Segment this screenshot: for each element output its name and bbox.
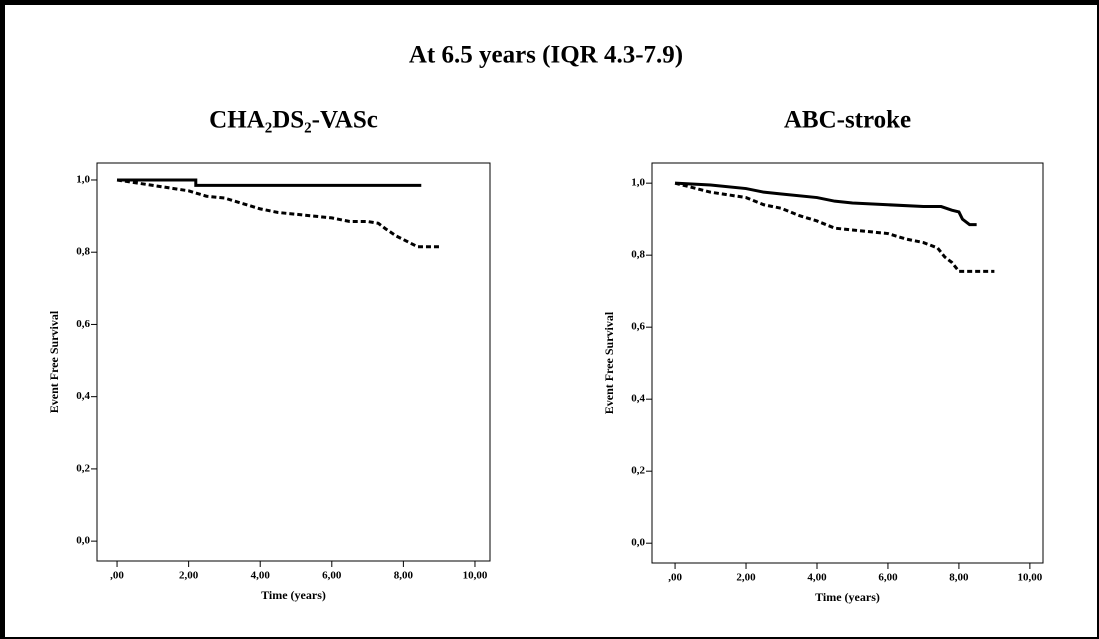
- survival-curve: [117, 178, 422, 187]
- y-tick-label: 0,8: [631, 249, 645, 261]
- y-tick-label: 0,2: [631, 465, 645, 477]
- y-axis-label: Event Free Survival: [47, 310, 61, 413]
- y-tick-label: 0,2: [76, 462, 90, 474]
- x-tick-label: 2,00: [736, 572, 756, 584]
- x-axis-label: Time (years): [261, 588, 326, 602]
- y-tick-label: 0,6: [631, 321, 645, 333]
- y-axis-label: Event Free Survival: [602, 311, 616, 414]
- x-tick-label: 10,00: [1017, 572, 1042, 584]
- x-tick-label: 10,00: [463, 570, 488, 582]
- x-tick-label: 2,00: [179, 570, 199, 582]
- survival-curve: [674, 181, 995, 273]
- x-tick-label: 6,00: [322, 570, 342, 582]
- panel-title: CHA₂DS₂-VASc: [209, 107, 378, 134]
- y-tick-label: 1,0: [76, 174, 90, 186]
- x-tick-label: 4,00: [251, 570, 271, 582]
- y-tick-label: 0,4: [76, 390, 90, 402]
- panel-title: ABC-stroke: [784, 107, 911, 134]
- y-tick-label: 0,0: [76, 535, 90, 547]
- x-tick-label: 8,00: [394, 570, 414, 582]
- y-tick-label: 0,4: [631, 393, 645, 405]
- y-tick-label: 1,0: [631, 177, 645, 189]
- x-tick-label: 4,00: [807, 572, 827, 584]
- survival-curve: [116, 178, 440, 249]
- y-tick-label: 0,8: [76, 246, 90, 258]
- plot-frame: [651, 162, 1044, 564]
- survival-curve: [674, 181, 977, 227]
- plot-frame: [96, 162, 491, 562]
- x-tick-label: ,00: [110, 570, 124, 582]
- y-tick-label: 0,0: [631, 537, 645, 549]
- x-tick-label: 8,00: [949, 572, 969, 584]
- y-tick-label: 0,6: [76, 318, 90, 330]
- x-tick-label: ,00: [668, 572, 682, 584]
- chart: At 6.5 years (IQR 4.3-7.9) CHA₂DS₂-VASc 0…: [47, 42, 1044, 604]
- page-title: At 6.5 years (IQR 4.3-7.9): [409, 42, 683, 69]
- x-tick-label: 6,00: [878, 572, 898, 584]
- x-axis-label: Time (years): [815, 590, 880, 604]
